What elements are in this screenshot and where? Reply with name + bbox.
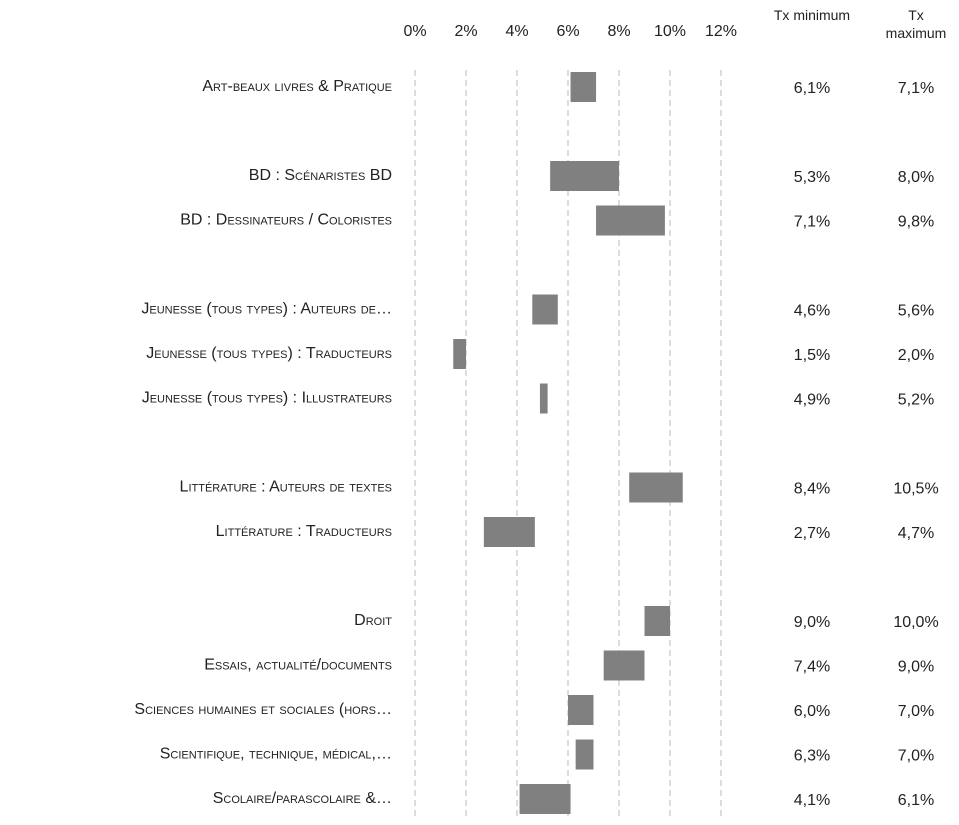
x-tick-label: 4% <box>505 23 528 40</box>
value-label: 4,7% <box>898 525 934 542</box>
value-label: 7,4% <box>794 659 830 676</box>
value-label: 8,4% <box>794 481 830 498</box>
x-tick-label: 2% <box>454 23 477 40</box>
value-label: 7,0% <box>898 748 934 765</box>
column-header: Tx maximum <box>885 7 947 41</box>
value-label: 9,8% <box>898 214 934 231</box>
value-label: 10,5% <box>893 481 938 498</box>
category-label: Scolaire/parascolaire &… <box>213 790 392 807</box>
category-label: Droit <box>354 612 392 629</box>
value-label: 7,1% <box>898 80 934 97</box>
category-label: Jeunesse (tous types) : Traducteurs <box>146 345 392 362</box>
range-bar <box>596 205 665 236</box>
range-bar <box>568 695 594 725</box>
value-label: 4,1% <box>794 792 830 809</box>
value-label: 4,9% <box>794 392 830 409</box>
column-header: Tx minimum <box>773 7 851 23</box>
value-label: 1,5% <box>794 347 830 364</box>
range-bar <box>603 650 645 681</box>
category-label: BD : Scénaristes BD <box>249 167 392 184</box>
category-label: Essais, actualité/documents <box>204 657 392 674</box>
x-tick-label: 0% <box>403 23 426 40</box>
value-label: 6,1% <box>794 80 830 97</box>
value-label: 9,0% <box>794 614 830 631</box>
value-label: 9,0% <box>898 659 934 676</box>
range-bar <box>532 294 558 325</box>
category-label: BD : Dessinateurs / Coloristes <box>180 212 392 229</box>
category-label: Littérature : Traducteurs <box>216 523 392 540</box>
category-label: Jeunesse (tous types) : Illustrateurs <box>142 390 392 407</box>
range-bar <box>483 517 535 547</box>
value-label: 6,0% <box>794 703 830 720</box>
value-label: 2,0% <box>898 347 934 364</box>
category-label: Sciences humaines et sociales (hors… <box>134 701 392 718</box>
range-bar <box>519 784 571 814</box>
value-label: 7,0% <box>898 703 934 720</box>
range-bar <box>550 161 619 191</box>
value-label: 5,6% <box>898 303 934 320</box>
value-label: 7,1% <box>794 214 830 231</box>
x-tick-label: 6% <box>556 23 579 40</box>
category-label: Jeunesse (tous types) : Auteurs de… <box>141 301 392 318</box>
x-tick-label: 12% <box>705 23 737 40</box>
value-label: 2,7% <box>794 525 830 542</box>
x-tick-label: 8% <box>607 23 630 40</box>
value-label: 10,0% <box>893 614 938 631</box>
category-label: Art-beaux livres & Pratique <box>202 78 392 95</box>
category-label: Scientifique, technique, médical,… <box>160 746 392 763</box>
value-label: 5,3% <box>794 169 830 186</box>
value-label: 5,2% <box>898 392 934 409</box>
value-label: 4,6% <box>794 303 830 320</box>
range-bar <box>629 472 683 503</box>
value-label: 6,3% <box>794 748 830 765</box>
x-tick-label: 10% <box>654 23 686 40</box>
range-bar <box>570 72 597 102</box>
value-label: 6,1% <box>898 792 934 809</box>
value-label: 8,0% <box>898 169 934 186</box>
range-bar <box>539 383 548 414</box>
range-bar <box>575 739 594 770</box>
range-bar <box>453 339 466 369</box>
category-label: Littérature : Auteurs de textes <box>180 479 392 496</box>
range-bar <box>644 606 670 636</box>
